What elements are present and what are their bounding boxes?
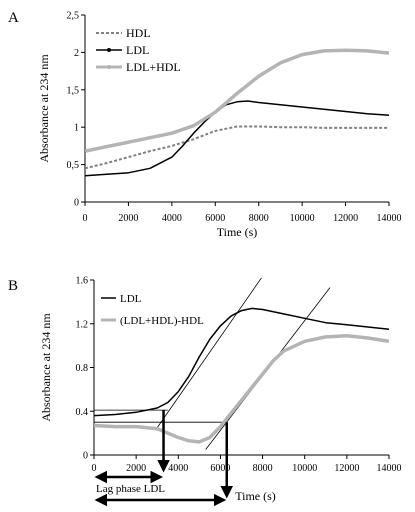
- y-axis-title: Absorbance at 234 nm: [37, 54, 51, 163]
- x-tick-label: 12000: [334, 463, 359, 474]
- series-line: [85, 48, 390, 153]
- x-axis-title: Time (s): [235, 489, 276, 503]
- legend-label: LDL+HDL: [126, 60, 181, 74]
- x-tick-label: 0: [92, 463, 97, 474]
- x-tick-label: 2000: [118, 213, 138, 224]
- panel-a-chart: 0 2000 4000 6000 8000 10000 12000 14000 0 0,5 1 1,5…: [37, 11, 402, 240]
- x-tick-label: 4000: [168, 463, 188, 474]
- legend-marker: [107, 48, 111, 52]
- panel-b-letter: B: [8, 278, 18, 294]
- y-tick-label: 0: [83, 451, 88, 462]
- y-tick-label: 1,5: [67, 85, 80, 96]
- series-line: [94, 334, 390, 444]
- panel-b-chart: 0 2000 4000 6000 8000 10000 12000 14000 0 0.4 0.8 1…: [39, 276, 402, 507]
- legend-label: HDL: [126, 26, 151, 40]
- y-tick-label: 2,5: [67, 11, 80, 22]
- y-axis-title: Absorbance at 234 nm: [39, 313, 53, 422]
- lag-phase-label: Lag phase LDL: [96, 483, 165, 495]
- y-tick-label: 0: [74, 198, 79, 209]
- x-axis-title: Time (s): [217, 225, 258, 239]
- x-tick-label: 14000: [377, 463, 402, 474]
- x-tick-label: 12000: [333, 213, 358, 224]
- legend-label: LDL: [126, 43, 149, 57]
- y-tick-label: 0.8: [76, 363, 89, 374]
- x-tick-label: 10000: [292, 463, 317, 474]
- y-tick-label: 1: [74, 123, 79, 134]
- y-tick-label: 2: [74, 48, 79, 59]
- series-line: [85, 125, 389, 170]
- x-tick-label: 0: [83, 213, 88, 224]
- series-line: [85, 100, 390, 177]
- legend-label: LDL: [120, 293, 142, 305]
- x-tick-label: 6000: [210, 463, 230, 474]
- y-tick-label: 0,5: [67, 160, 80, 171]
- x-tick-label: 8000: [249, 213, 269, 224]
- x-tick-label: 8000: [253, 463, 273, 474]
- x-tick-label: 2000: [126, 463, 146, 474]
- y-tick-label: 1.2: [76, 319, 89, 330]
- x-tick-label: 6000: [205, 213, 225, 224]
- panel-a-letter: A: [8, 10, 19, 26]
- legend-label: (LDL+HDL)-HDL: [120, 315, 204, 327]
- x-tick-label: 4000: [162, 213, 182, 224]
- tangent-line: [156, 278, 262, 428]
- y-tick-label: 0.4: [76, 407, 89, 418]
- y-tick-label: 1.6: [76, 276, 89, 287]
- series-line: [94, 307, 390, 417]
- x-tick-label: 14000: [377, 213, 402, 224]
- x-tick-label: 10000: [290, 213, 315, 224]
- legend-marker: [107, 65, 111, 69]
